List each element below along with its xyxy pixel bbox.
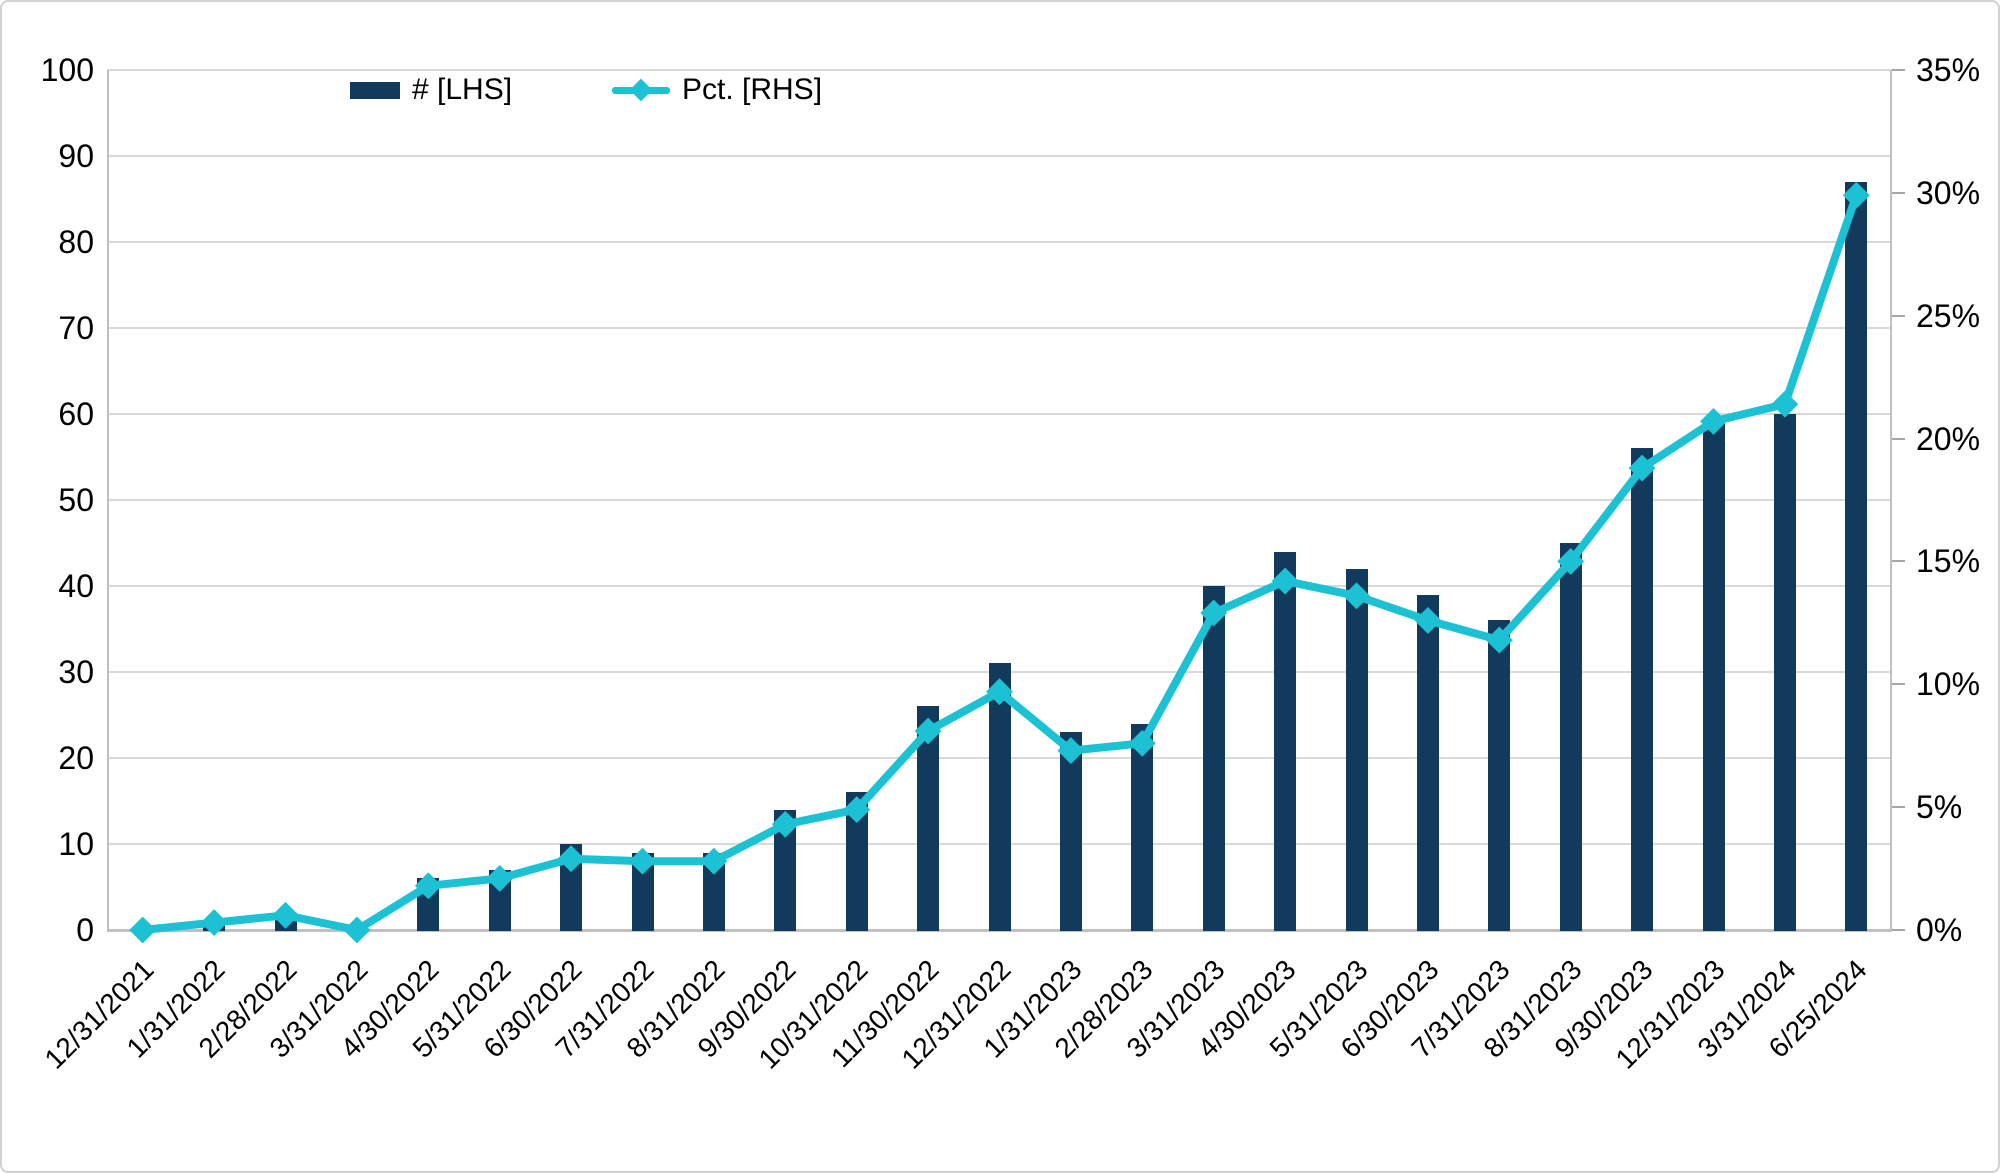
diamond-marker-icon bbox=[914, 717, 942, 745]
bar bbox=[917, 706, 940, 931]
y-axis-tick-label-left: 0 bbox=[76, 912, 94, 948]
bar bbox=[845, 792, 868, 931]
gridline-y bbox=[107, 499, 1892, 501]
legend-item-line-series: Pct. [RHS] bbox=[612, 72, 822, 108]
bar bbox=[988, 663, 1011, 931]
diamond-marker-icon bbox=[200, 909, 228, 937]
bar bbox=[1416, 594, 1439, 931]
y-axis-tick-label-left: 50 bbox=[58, 482, 94, 518]
y-axis-tick-label-left: 20 bbox=[58, 740, 94, 776]
bar bbox=[1059, 732, 1082, 931]
bar bbox=[1845, 181, 1868, 931]
diamond-marker-icon bbox=[129, 916, 157, 944]
y-axis-tick-label-right: 20% bbox=[1916, 420, 1981, 457]
bar bbox=[702, 852, 725, 931]
bar bbox=[1773, 414, 1796, 931]
right-axis-tick bbox=[1892, 929, 1905, 931]
diamond-marker-icon bbox=[1200, 599, 1228, 627]
right-axis-tick bbox=[1892, 437, 1905, 440]
diamond-marker-icon bbox=[986, 678, 1013, 706]
diamond-marker-icon bbox=[272, 901, 299, 929]
diamond-marker-icon bbox=[771, 810, 799, 838]
diamond-marker-icon bbox=[629, 78, 653, 102]
right-axis-tick bbox=[1892, 69, 1905, 71]
bar bbox=[1202, 586, 1225, 931]
y-axis-tick-label-left: 80 bbox=[58, 224, 94, 260]
right-axis-tick bbox=[1892, 683, 1905, 686]
y-axis-tick-label-left: 90 bbox=[58, 138, 94, 174]
bar bbox=[631, 852, 654, 931]
bar bbox=[1345, 568, 1368, 931]
bar bbox=[1631, 448, 1654, 931]
y-axis-tick-label-right: 35% bbox=[1916, 52, 1981, 88]
bar bbox=[774, 809, 797, 931]
diamond-marker-icon bbox=[557, 845, 585, 873]
legend-bar-label: # [LHS] bbox=[412, 73, 513, 106]
right-axis-tick bbox=[1892, 314, 1905, 317]
y-axis-tick-label-left: 30 bbox=[58, 654, 94, 690]
gridline-y bbox=[107, 413, 1892, 415]
diamond-marker-icon bbox=[1414, 606, 1442, 634]
right-axis-tick bbox=[1892, 806, 1905, 809]
diamond-marker-icon bbox=[629, 847, 656, 875]
legend-line-label: Pct. [RHS] bbox=[682, 73, 823, 106]
legend-line-swatch-icon bbox=[612, 78, 670, 102]
bar bbox=[1274, 551, 1297, 931]
y-axis-tick-label-right: 15% bbox=[1916, 543, 1981, 580]
y-axis-tick-label-right: 5% bbox=[1916, 789, 1963, 826]
bar bbox=[1131, 723, 1154, 931]
right-axis-tick bbox=[1892, 560, 1905, 563]
y-axis-tick-label-right: 25% bbox=[1916, 297, 1981, 334]
bar bbox=[1559, 543, 1582, 931]
diamond-marker-icon bbox=[486, 864, 514, 892]
diamond-marker-icon bbox=[1485, 626, 1513, 654]
diamond-marker-icon bbox=[843, 796, 871, 824]
legend-bar-swatch-icon bbox=[350, 81, 400, 99]
y-axis-line-left bbox=[107, 70, 109, 932]
diamond-marker-icon bbox=[1057, 737, 1085, 765]
y-axis-tick-label-left: 60 bbox=[58, 396, 94, 432]
gridline-y bbox=[107, 327, 1892, 329]
diamond-marker-icon bbox=[1771, 390, 1799, 418]
gridline-y bbox=[107, 241, 1892, 243]
bar bbox=[1488, 620, 1511, 931]
gridline-y bbox=[107, 585, 1892, 587]
gridline-y bbox=[107, 69, 1892, 71]
diamond-marker-icon bbox=[700, 847, 728, 875]
y-axis-tick-label-left: 10 bbox=[58, 826, 94, 862]
y-axis-tick-label-left: 40 bbox=[58, 568, 94, 604]
y-axis-tick-label-right: 30% bbox=[1916, 174, 1981, 211]
diamond-marker-icon bbox=[1271, 567, 1299, 595]
pct-line bbox=[138, 191, 1861, 934]
y-axis-tick-label-right: 0% bbox=[1916, 912, 1963, 948]
gridline-y bbox=[107, 155, 1892, 157]
right-axis-tick bbox=[1892, 191, 1905, 194]
y-axis-tick-label-right: 10% bbox=[1916, 666, 1981, 703]
diamond-marker-icon bbox=[1128, 729, 1156, 757]
chart-legend: # [LHS] Pct. [RHS] bbox=[2, 72, 1998, 112]
diamond-marker-icon bbox=[1343, 582, 1370, 610]
diamond-marker-icon bbox=[1842, 181, 1870, 209]
y-axis-tick-label-left: 70 bbox=[58, 310, 94, 346]
legend-item-bar-series: # [LHS] bbox=[350, 72, 512, 108]
bar bbox=[1702, 422, 1725, 931]
y-axis-line-right bbox=[1890, 70, 1892, 932]
diamond-marker-icon bbox=[1557, 547, 1585, 575]
y-axis-tick-label-left: 100 bbox=[40, 52, 94, 88]
